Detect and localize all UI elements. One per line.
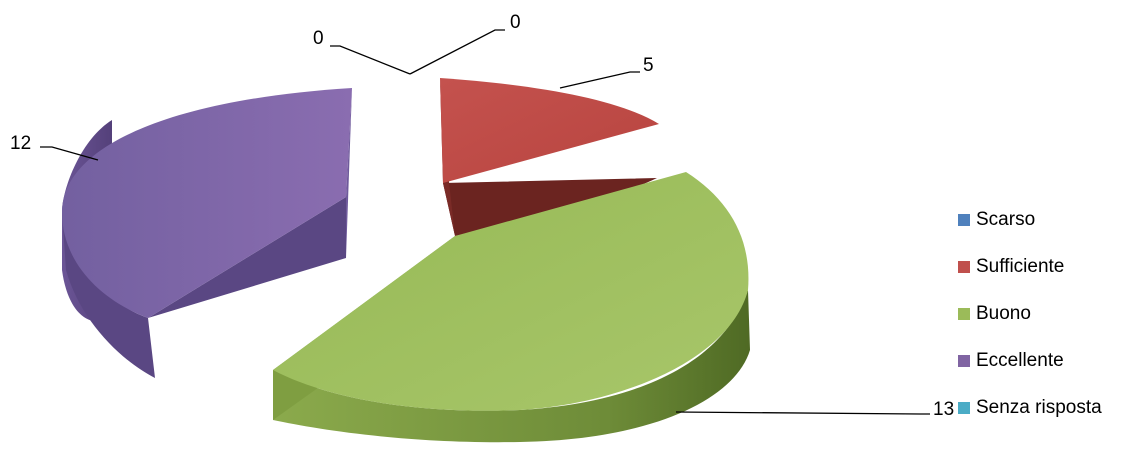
legend-label: Sufficiente xyxy=(976,256,1065,277)
slice-sufficiente-side xyxy=(443,124,659,236)
legend-item-eccellente: Eccellente xyxy=(958,337,1102,384)
leader-lines xyxy=(40,29,930,415)
pie-slice-buono xyxy=(273,172,750,443)
legend-swatch xyxy=(958,260,970,273)
slice-eccellente-side-front xyxy=(62,197,346,378)
legend-item-sufficiente: Sufficiente xyxy=(958,243,1102,290)
legend-label: Scarso xyxy=(976,209,1036,230)
slice-buono-top xyxy=(273,172,749,411)
leader-line-eccellente xyxy=(40,146,99,161)
legend-label: Senza risposta xyxy=(976,397,1102,418)
legend-label: Buono xyxy=(976,303,1031,324)
slice-buono-side xyxy=(273,290,750,443)
data-label-scarso: 0 xyxy=(313,28,324,49)
data-label-senza-risposta: 0 xyxy=(510,12,521,33)
data-label-sufficiente: 5 xyxy=(643,55,654,76)
slice-eccellente-top xyxy=(62,88,352,318)
pie-slice-sufficiente xyxy=(440,78,659,236)
legend-item-scarso: Scarso xyxy=(958,196,1102,243)
leader-line-senza-risposta xyxy=(409,29,505,75)
leader-line-sufficiente xyxy=(559,71,640,89)
data-label-eccellente: 12 xyxy=(10,133,31,154)
slice-eccellente-inner-side xyxy=(346,88,352,258)
legend-item-buono: Buono xyxy=(958,290,1102,337)
pie-slice-eccellente xyxy=(62,88,352,378)
legend-item-senza-risposta: Senza risposta xyxy=(958,384,1102,431)
leader-line-buono xyxy=(675,411,930,415)
legend-swatch xyxy=(958,354,970,367)
legend-swatch xyxy=(958,213,970,226)
chart-legend: Scarso Sufficiente Buono Eccellente Senza ri… xyxy=(958,196,1102,431)
legend-swatch xyxy=(958,307,970,320)
data-label-buono: 13 xyxy=(933,399,954,420)
legend-swatch xyxy=(958,401,970,414)
slice-sufficiente-top xyxy=(440,78,659,183)
legend-label: Eccellente xyxy=(976,350,1064,371)
leader-line-scarso xyxy=(330,45,411,75)
